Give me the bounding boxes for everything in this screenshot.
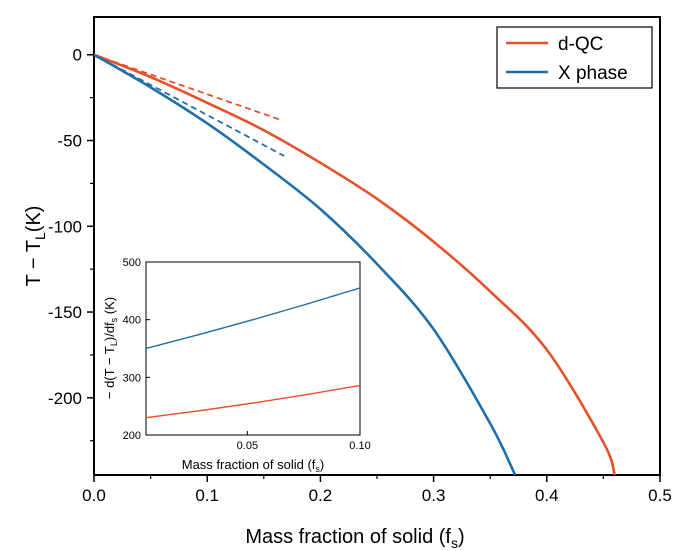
x-tick-label: 0.0 <box>82 486 106 505</box>
inset-y-tick-label: 500 <box>123 257 141 269</box>
inset-series-group <box>146 287 360 419</box>
inset-y-tick-label: 300 <box>123 372 141 384</box>
legend-label-x-phase: X phase <box>558 63 628 84</box>
y-tick-label: 0 <box>73 46 82 65</box>
inset-x-tick-label: 0.10 <box>349 440 370 452</box>
y-tick-label: -50 <box>57 132 82 151</box>
series-line-x-phase <box>94 53 517 475</box>
main-x-axis-title: Mass fraction of solid (fs) <box>245 526 464 551</box>
x-tick-label: 0.2 <box>309 486 333 505</box>
x-tick-label: 0.3 <box>422 486 446 505</box>
inset-y-tick-label: 400 <box>123 315 141 327</box>
x-tick-label: 0.4 <box>535 486 559 505</box>
inset-y-axis-title: − d(T − TL)/dfs (K) <box>102 297 119 399</box>
main-y-axis-title: T − TL(K) <box>23 206 48 287</box>
main-series-group <box>94 53 616 475</box>
inset-y-tick-label: 200 <box>123 430 141 442</box>
inset-series-line-x-phase <box>146 287 360 350</box>
y-tick-label: -200 <box>48 389 82 408</box>
legend-box <box>496 26 653 89</box>
inset-axis-ticks: 0.05 0.10 200 300 400 500 <box>123 257 371 452</box>
inset-x-axis-title: Mass fraction of solid (fs) <box>182 457 325 474</box>
main-axis-ticks: 0.0 0.1 0.2 0.3 0.4 0.5 0 -50 -100 -150 -200 <box>48 46 672 505</box>
inset-plot-frame <box>145 261 361 436</box>
y-tick-label: -100 <box>48 217 82 236</box>
x-tick-label: 0.5 <box>648 486 672 505</box>
y-tick-label: -150 <box>48 303 82 322</box>
inset-series-line-d-qc <box>146 384 360 419</box>
legend: d-QC X phase <box>496 26 653 89</box>
series-line-d-qc <box>94 53 616 475</box>
legend-label-d-qc: d-QC <box>558 34 603 55</box>
inset-chart: 0.05 0.10 200 300 400 500 Mass fraction of so… <box>102 257 371 474</box>
inset-x-tick-label: 0.05 <box>237 440 258 452</box>
x-tick-label: 0.1 <box>195 486 219 505</box>
